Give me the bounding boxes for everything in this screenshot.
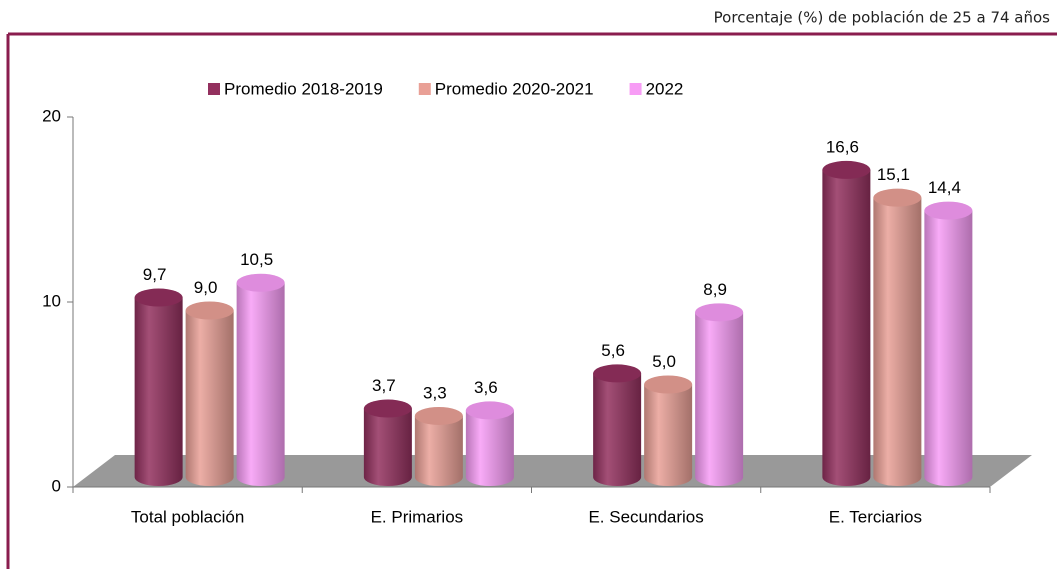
value-label: 9,7 [143, 265, 167, 284]
bar-top [644, 375, 693, 394]
bar-top [695, 303, 744, 322]
y-tick-label: 20 [42, 106, 61, 125]
value-label: 15,1 [877, 165, 910, 184]
y-tick-label: 0 [52, 476, 61, 495]
bar-top [236, 273, 285, 292]
bar [695, 312, 744, 486]
value-label: 10,5 [240, 250, 273, 269]
value-label: 5,6 [601, 341, 625, 360]
value-label: 14,4 [928, 178, 961, 197]
bar-top [593, 364, 642, 383]
legend-swatch [629, 83, 642, 95]
y-tick-label: 10 [42, 291, 61, 310]
value-label: 8,9 [703, 280, 727, 299]
value-label: 9,0 [194, 278, 218, 297]
x-tick-label: E. Terciarios [829, 507, 922, 526]
legend-swatch [418, 83, 431, 95]
bar-top [134, 288, 183, 307]
value-label: 3,3 [423, 383, 447, 402]
value-label: 3,6 [474, 378, 498, 397]
bar-top [363, 399, 412, 418]
floor [73, 455, 1032, 487]
bar [644, 384, 693, 486]
bar-top [924, 201, 973, 220]
x-tick-label: E. Primarios [371, 507, 464, 526]
bar [185, 310, 234, 486]
legend-label: 2022 [646, 79, 684, 98]
legend-swatch [208, 83, 220, 95]
bar [873, 197, 922, 486]
value-label: 3,7 [372, 376, 396, 395]
bar [822, 169, 871, 486]
bar [134, 297, 183, 486]
legend-label: Promedio 2018-2019 [224, 79, 383, 98]
value-label: 16,6 [826, 137, 859, 156]
bar-top [185, 301, 234, 320]
bar [363, 408, 412, 486]
bar-top [465, 401, 514, 420]
bar [593, 373, 642, 486]
bar-top [414, 406, 463, 425]
bar [414, 415, 463, 486]
bar [924, 210, 973, 486]
legend-label: Promedio 2020-2021 [435, 79, 594, 98]
x-tick-label: E. Secundarios [588, 507, 703, 526]
value-label: 5,0 [652, 352, 676, 371]
subtitle: Porcentaje (%) de población de 25 a 74 a… [714, 9, 1050, 27]
bar-top [873, 188, 922, 207]
bar-top [822, 160, 871, 179]
x-tick-label: Total población [131, 507, 244, 526]
bar [236, 282, 285, 486]
bar [465, 410, 514, 486]
